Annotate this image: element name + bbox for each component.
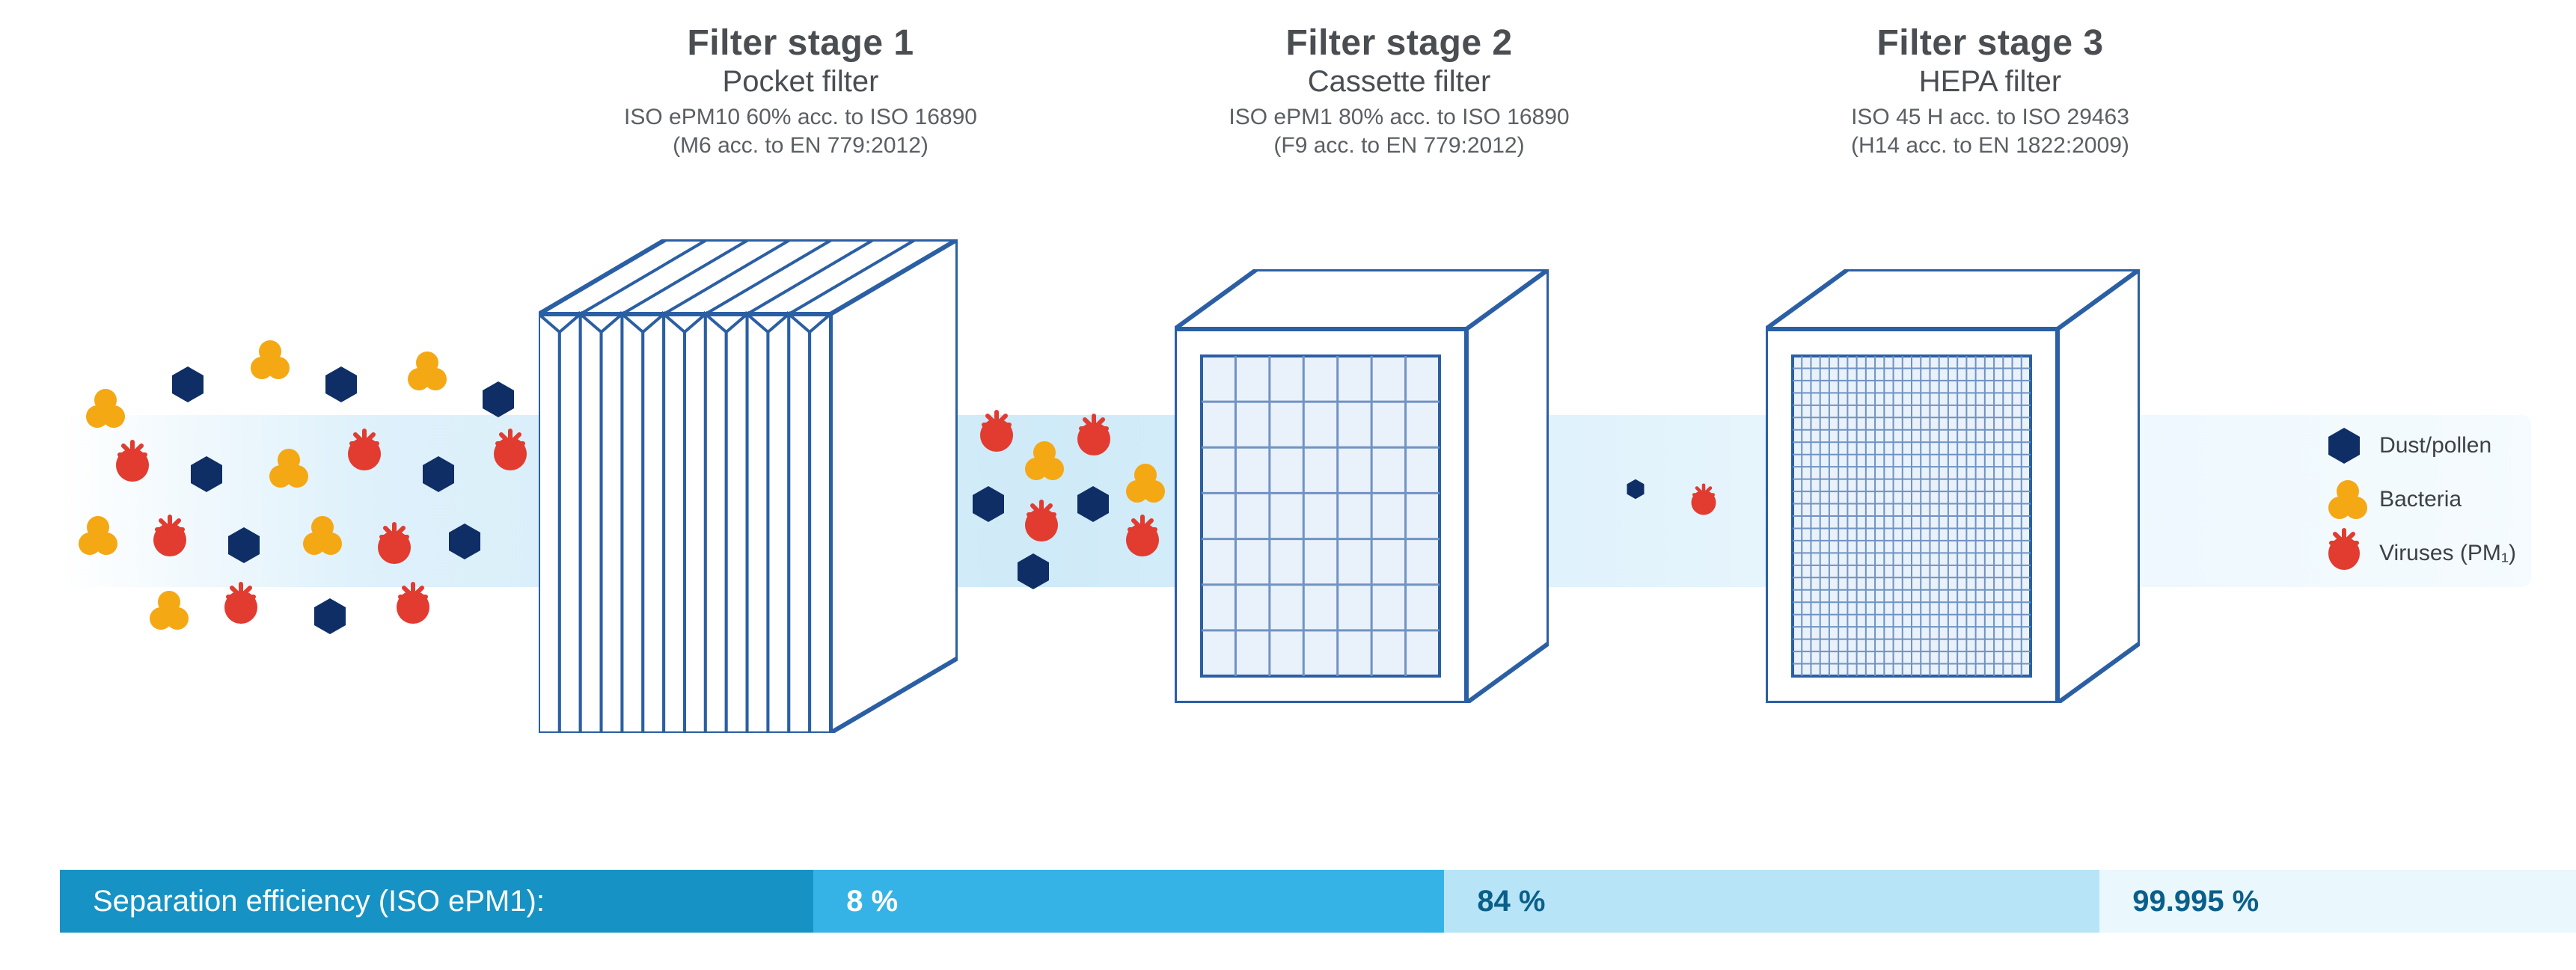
- efficiency-label: Separation efficiency (ISO ePM1):: [93, 885, 545, 918]
- efficiency-value: 8 %: [846, 885, 898, 918]
- efficiency-label-segment: Separation efficiency (ISO ePM1):: [60, 870, 813, 933]
- particle-dust: [423, 456, 454, 492]
- particle-bacteria: [303, 516, 342, 555]
- legend: Dust/pollen Bacteria Viruses (PM₁): [2328, 408, 2516, 592]
- particle-bacteria: [269, 449, 308, 488]
- particle-bacteria: [1126, 464, 1165, 503]
- particle-dust: [314, 598, 346, 634]
- particle-dust: [172, 366, 204, 402]
- stage-title: Filter stage 2: [1167, 22, 1631, 64]
- particle-virus: [397, 591, 429, 624]
- particle-dust: [325, 366, 357, 402]
- legend-item-dust: Dust/pollen: [2328, 430, 2516, 461]
- stage-header-1: Filter stage 1Pocket filter ISO ePM10 60%…: [569, 22, 1032, 159]
- particle-dust: [483, 381, 514, 417]
- particle-dust: [1018, 553, 1049, 589]
- particle-bacteria: [86, 389, 125, 428]
- efficiency-value-segment-2: 84 %: [1444, 870, 2099, 933]
- efficiency-value: 84 %: [1477, 885, 1545, 918]
- particle-virus: [1126, 524, 1159, 556]
- particle-virus: [153, 524, 186, 556]
- legend-label: Bacteria: [2379, 487, 2462, 512]
- legend-label: Viruses (PM₁): [2379, 541, 2516, 566]
- particle-bacteria: [79, 516, 117, 555]
- particle-dust: [1077, 486, 1109, 522]
- particle-virus: [378, 531, 411, 564]
- particle-virus: [1692, 491, 1716, 515]
- particle-virus: [494, 438, 527, 470]
- particle-virus: [1077, 423, 1110, 455]
- filter-hepa: [1766, 269, 2140, 703]
- particle-virus: [224, 591, 257, 624]
- particle-bacteria: [408, 352, 447, 390]
- particle-bacteria: [150, 591, 189, 630]
- virus-icon: [2328, 537, 2360, 570]
- infographic-canvas: Filter stage 1Pocket filter ISO ePM10 60%…: [0, 0, 2576, 970]
- stage-subtitle: Pocket filter: [569, 65, 1032, 99]
- particle-dust: [449, 524, 480, 559]
- particle-virus: [116, 449, 149, 482]
- particle-dust: [973, 486, 1004, 522]
- particle-virus: [1025, 509, 1058, 541]
- stage-header-2: Filter stage 2Cassette filter ISO ePM1 80…: [1167, 22, 1631, 159]
- efficiency-value-segment-1: 8 %: [813, 870, 1444, 933]
- legend-label: Dust/pollen: [2379, 433, 2491, 458]
- legend-item-virus: Viruses (PM₁): [2328, 538, 2516, 569]
- particle-dust: [228, 527, 260, 563]
- stage-spec: ISO ePM10 60% acc. to ISO 16890(M6 acc. …: [569, 103, 1032, 159]
- bacteria-icon: [2328, 480, 2360, 519]
- stage-subtitle: HEPA filter: [1758, 65, 2222, 99]
- particle-virus: [348, 438, 381, 470]
- particle-dust: [1627, 479, 1644, 499]
- stage-title: Filter stage 3: [1758, 22, 2222, 64]
- dust-icon: [2328, 428, 2360, 464]
- legend-item-bacteria: Bacteria: [2328, 484, 2516, 515]
- filter-pocket: [539, 239, 958, 733]
- stage-header-3: Filter stage 3HEPA filter ISO 45 H acc. t…: [1758, 22, 2222, 159]
- filter-cassette: [1175, 269, 1549, 703]
- particle-bacteria: [1025, 441, 1064, 480]
- efficiency-bar: Separation efficiency (ISO ePM1): 8 % 84 %…: [60, 870, 2516, 933]
- particle-dust: [191, 456, 222, 492]
- efficiency-value-segment-3: 99.995 %: [2099, 870, 2576, 933]
- stage-title: Filter stage 1: [569, 22, 1032, 64]
- stage-subtitle: Cassette filter: [1167, 65, 1631, 99]
- particle-virus: [980, 419, 1013, 452]
- efficiency-value: 99.995 %: [2132, 885, 2259, 918]
- stage-spec: ISO ePM1 80% acc. to ISO 16890(F9 acc. t…: [1167, 103, 1631, 159]
- stage-spec: ISO 45 H acc. to ISO 29463(H14 acc. to E…: [1758, 103, 2222, 159]
- particle-bacteria: [251, 340, 290, 379]
